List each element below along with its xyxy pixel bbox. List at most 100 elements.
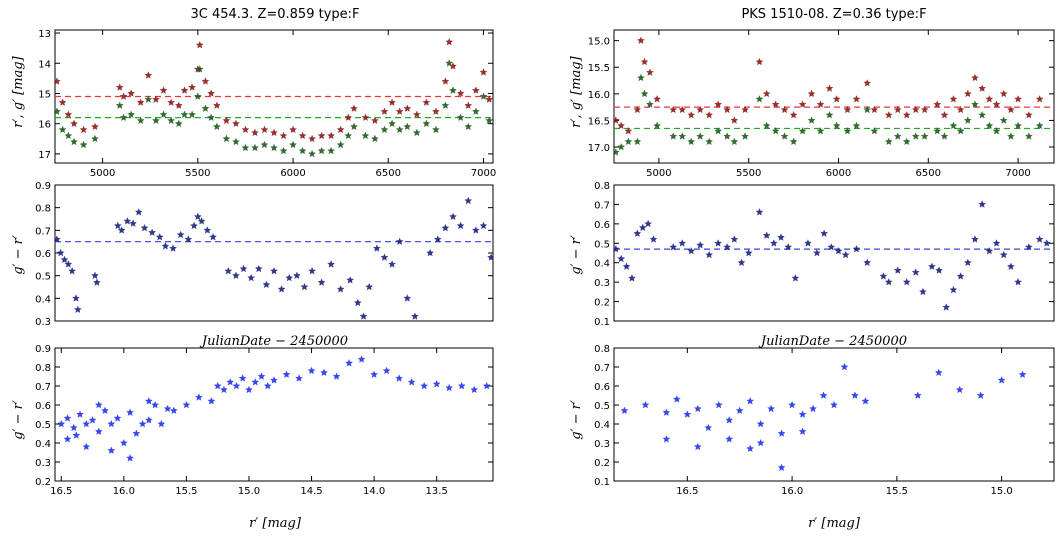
data-point [852, 121, 861, 130]
axes-frame [613, 347, 1055, 482]
x-tick-label: 15.0 [238, 486, 260, 497]
data-point [395, 125, 404, 134]
data-point [614, 148, 620, 156]
data-point [662, 408, 671, 416]
data-point [449, 86, 457, 94]
data-point [361, 131, 370, 140]
data-point [445, 59, 454, 67]
x-tick-label: 16.5 [50, 486, 72, 497]
data-point [127, 110, 136, 118]
y-tick-label: 0.4 [35, 294, 51, 305]
data-point [756, 419, 765, 428]
data-point [212, 122, 221, 131]
data-point [201, 77, 210, 85]
data-point [956, 126, 965, 135]
data-point [978, 84, 987, 92]
data-point [251, 378, 260, 386]
data-point [971, 100, 979, 108]
data-point [653, 121, 662, 130]
data-point [308, 134, 317, 143]
data-point [863, 258, 872, 267]
data-point [58, 98, 67, 106]
data-point [1024, 111, 1033, 119]
data-point [816, 126, 825, 135]
data-point [119, 438, 128, 447]
data-point [357, 355, 366, 363]
data-point [55, 107, 61, 115]
data-point [746, 444, 755, 453]
panel-r3: 0.1 0.2 0.3 0.4 0.5 0.6 0.7 0.8 16.5 16.0 15.5 15.0 [594, 344, 1055, 497]
data-point [332, 372, 341, 380]
data-point [1006, 132, 1015, 140]
data-point [327, 146, 336, 155]
data-point [327, 131, 336, 140]
left-color-ylabel-top: g′ − r′ [11, 235, 26, 275]
data-point [672, 395, 681, 403]
data-point [282, 370, 291, 378]
y-tick-label: 0.5 [594, 239, 610, 250]
data-point [999, 116, 1008, 124]
data-point [637, 36, 645, 44]
data-point [195, 40, 204, 49]
x-tick-label: 16.0 [781, 486, 803, 497]
y-tick-label: 0.6 [594, 220, 610, 231]
data-point [188, 110, 197, 118]
data-layer [55, 196, 493, 320]
data-point [879, 272, 888, 280]
data-point [963, 258, 972, 267]
data-point [412, 128, 421, 137]
data-point [780, 132, 789, 140]
x-tick-label: 5000 [90, 168, 115, 179]
data-point [645, 100, 654, 108]
y-tick-label: 15.5 [588, 63, 610, 74]
left-jd-label: JulianDate − 2450000 [199, 334, 348, 349]
data-point [807, 116, 816, 124]
data-point [730, 137, 739, 146]
data-point [714, 400, 723, 409]
y-tick-label: 0.5 [35, 420, 51, 431]
data-point [464, 101, 473, 109]
data-point [426, 248, 435, 257]
data-point [395, 374, 404, 382]
right-mag-ylabel: r′, g′ [mag] [569, 55, 584, 127]
data-point [64, 110, 73, 118]
y-tick-label: 0.5 [594, 401, 610, 412]
data-point [780, 105, 789, 114]
data-point [852, 95, 861, 103]
data-point [985, 121, 994, 130]
data-point [279, 131, 288, 140]
y-tick-label: 0.2 [594, 458, 610, 469]
data-point [91, 271, 99, 280]
data-point [687, 111, 696, 119]
data-point [949, 95, 958, 103]
y-tick-label: 0.8 [594, 344, 610, 355]
data-point [257, 372, 266, 380]
data-point [167, 98, 176, 106]
data-point [176, 230, 185, 239]
data-point [190, 221, 198, 230]
data-point [359, 312, 368, 320]
data-point [678, 105, 687, 114]
data-point [798, 126, 807, 135]
data-point [174, 101, 183, 109]
data-point [127, 89, 136, 97]
data-point [422, 119, 431, 128]
data-point [640, 89, 649, 98]
data-point [628, 274, 636, 282]
data-point [232, 381, 241, 390]
data-point [633, 229, 642, 237]
data-point [144, 416, 153, 424]
data-point [825, 84, 834, 92]
data-point [791, 274, 800, 282]
data-point [813, 248, 821, 257]
data-point [222, 134, 231, 143]
data-point [633, 137, 642, 146]
data-point [382, 366, 391, 375]
data-point [893, 132, 902, 140]
data-point [279, 146, 288, 155]
data-point [816, 100, 825, 108]
data-point [485, 116, 493, 125]
data-point [617, 142, 626, 151]
data-point [407, 378, 416, 386]
data-point [388, 260, 396, 268]
